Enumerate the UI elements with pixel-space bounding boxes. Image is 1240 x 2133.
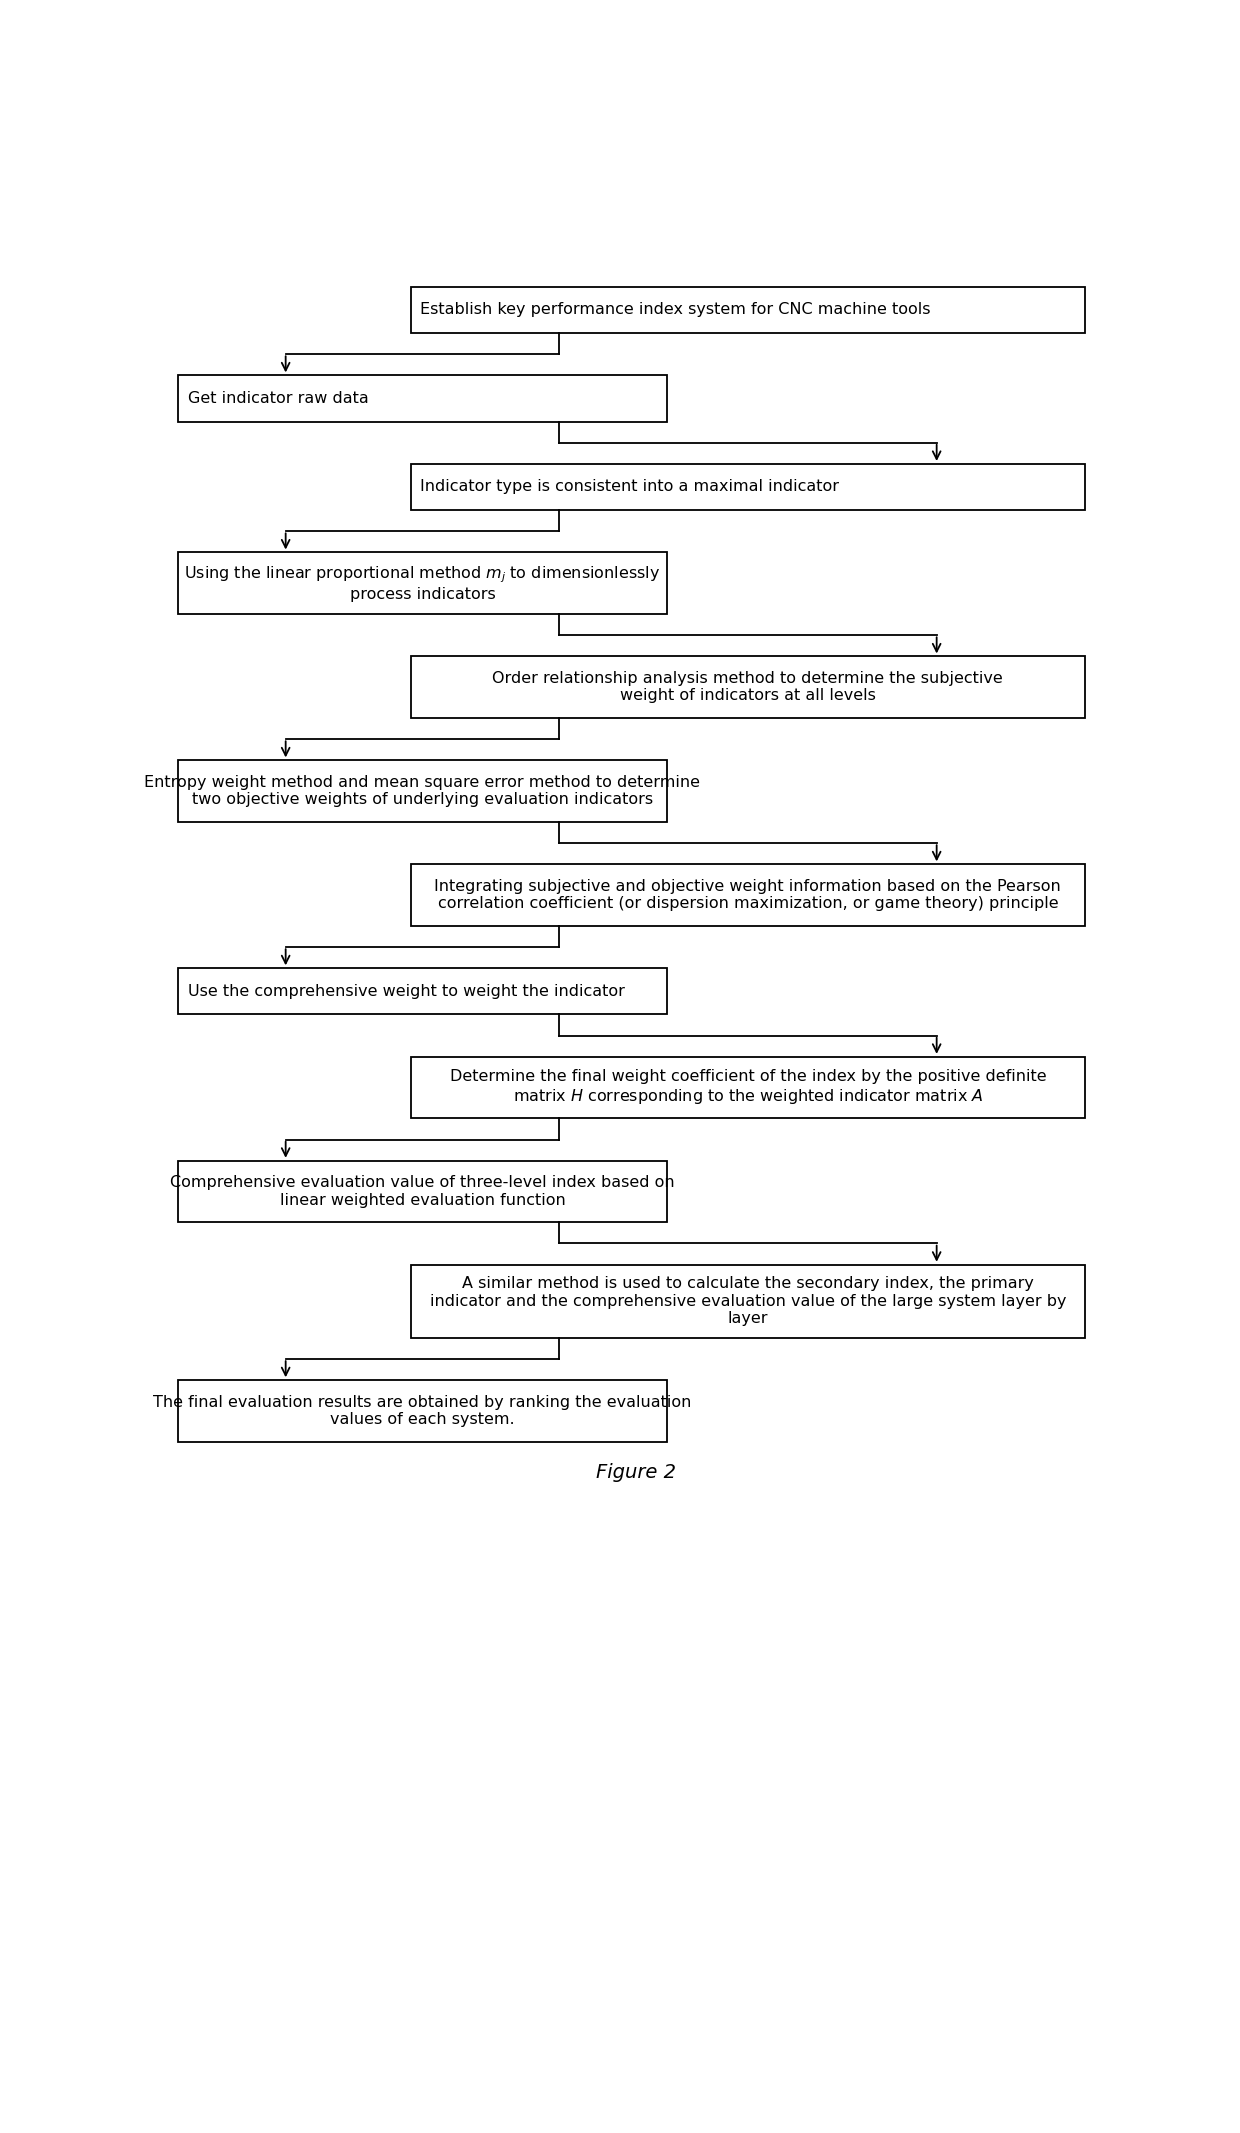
Text: Get indicator raw data: Get indicator raw data (187, 390, 368, 405)
Bar (410, 286, 1085, 333)
Bar (410, 864, 1085, 926)
Text: The final evaluation results are obtained by ranking the evaluation
values of ea: The final evaluation results are obtaine… (154, 1395, 692, 1427)
Text: Figure 2: Figure 2 (595, 1463, 676, 1482)
Bar (179, 968, 667, 1015)
Text: A similar method is used to calculate the secondary index, the primary
indicator: A similar method is used to calculate th… (429, 1276, 1066, 1327)
Bar (410, 1265, 1085, 1337)
Text: Use the comprehensive weight to weight the indicator: Use the comprehensive weight to weight t… (187, 983, 625, 998)
Text: Comprehensive evaluation value of three-level index based on
linear weighted eva: Comprehensive evaluation value of three-… (170, 1175, 675, 1207)
Text: Order relationship analysis method to determine the subjective
weight of indicat: Order relationship analysis method to de… (492, 672, 1003, 704)
Bar (179, 1160, 667, 1222)
Bar (179, 375, 667, 422)
Text: Determine the final weight coefficient of the index by the positive definite
mat: Determine the final weight coefficient o… (450, 1069, 1047, 1105)
Bar (410, 1056, 1085, 1118)
Bar (179, 552, 667, 614)
Bar (179, 1380, 667, 1442)
Text: Entropy weight method and mean square error method to determine
two objective we: Entropy weight method and mean square er… (144, 774, 701, 806)
Bar (179, 759, 667, 821)
Bar (410, 657, 1085, 719)
Text: Using the linear proportional method $m_j$ to dimensionlessly
process indicators: Using the linear proportional method $m_… (185, 565, 661, 602)
Text: Establish key performance index system for CNC machine tools: Establish key performance index system f… (420, 303, 930, 318)
Text: Indicator type is consistent into a maximal indicator: Indicator type is consistent into a maxi… (420, 480, 839, 495)
Text: Integrating subjective and objective weight information based on the Pearson
cor: Integrating subjective and objective wei… (434, 879, 1061, 911)
Bar (410, 463, 1085, 510)
